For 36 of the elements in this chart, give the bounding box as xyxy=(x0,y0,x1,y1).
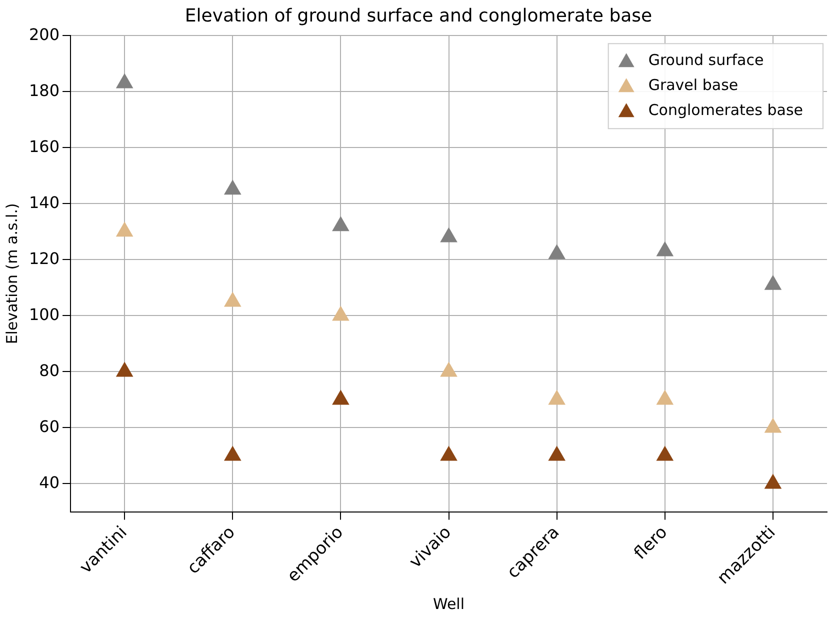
legend-label: Gravel base xyxy=(648,76,738,94)
y-tick-label: 100 xyxy=(28,304,60,324)
point xyxy=(224,180,242,195)
point xyxy=(332,216,350,232)
y-tick-label: 200 xyxy=(28,24,60,44)
point xyxy=(548,244,566,260)
y-tick-label: 160 xyxy=(28,136,60,156)
y-tick-label: 60 xyxy=(39,416,60,436)
point xyxy=(116,222,134,237)
legend-label: Ground surface xyxy=(648,50,764,69)
point xyxy=(764,274,782,290)
y-tick-label: 80 xyxy=(39,360,60,380)
chart-title: Elevation of ground surface and conglomerate base xyxy=(184,5,652,26)
point xyxy=(332,390,350,405)
point xyxy=(548,446,566,461)
legend-label: Conglomerates base xyxy=(648,100,804,119)
point xyxy=(440,227,458,242)
y-tick-label: 120 xyxy=(28,248,60,268)
point xyxy=(224,446,242,461)
point xyxy=(332,306,350,321)
point xyxy=(764,418,782,433)
y-tick-label: 180 xyxy=(28,80,60,100)
y-axis-title: Elevation (m a.s.l.) xyxy=(2,203,21,344)
point xyxy=(440,446,458,461)
x-axis-title: Well xyxy=(433,594,465,613)
point xyxy=(764,474,782,489)
y-tick-label: 40 xyxy=(39,472,60,492)
point xyxy=(656,390,674,405)
point xyxy=(656,446,674,461)
y-tick-label: 140 xyxy=(28,192,60,212)
point xyxy=(224,292,242,307)
point xyxy=(440,362,458,377)
point xyxy=(116,362,134,377)
point xyxy=(656,241,674,256)
point xyxy=(116,73,134,88)
point xyxy=(548,390,566,405)
